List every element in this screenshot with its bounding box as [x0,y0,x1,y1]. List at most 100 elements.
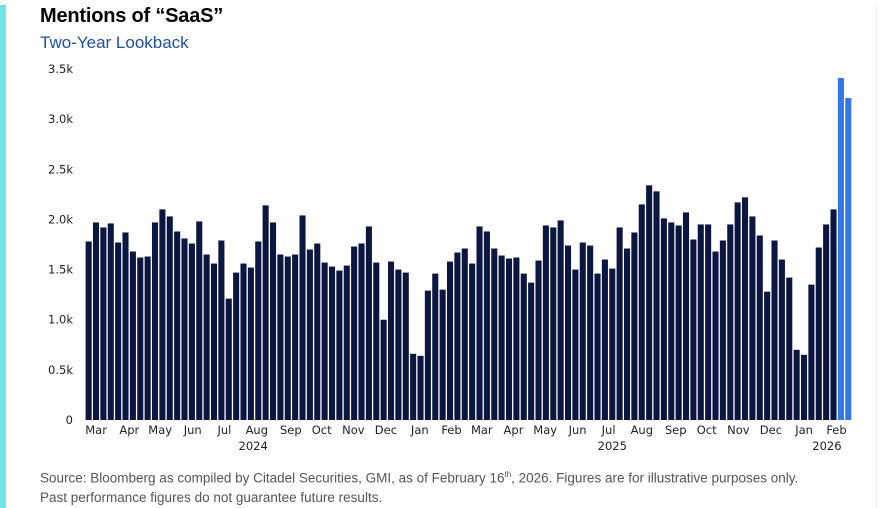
bar [292,254,299,420]
bar [682,212,690,420]
bar [741,197,749,420]
x-tick-month: Jun [568,423,587,437]
bar [402,272,409,420]
bar [823,224,830,420]
bar [609,268,616,420]
bar [830,209,837,420]
y-tick-label: 0.5k [48,363,73,377]
bar [255,241,262,420]
bar [727,224,734,420]
bar [336,270,343,420]
x-tick-month: Jan [410,423,429,437]
bar [469,263,476,420]
y-tick-label: 3.0k [48,112,73,126]
bar [387,261,395,420]
bar [417,355,424,420]
bar [616,227,623,420]
bar [476,226,483,420]
x-tick-month: Jul [216,423,231,437]
bar [284,256,291,420]
bar [196,221,203,420]
bar [269,222,277,420]
x-tick-month: Feb [826,423,846,437]
bar [572,269,579,420]
bar [358,243,365,420]
y-tick-label: 2.5k [48,162,73,176]
bar [454,252,461,420]
bar [410,353,417,420]
x-tick-year: 2025 [598,439,627,453]
bar [815,247,822,420]
bar [225,298,232,420]
bar [579,242,586,420]
bar [115,242,122,420]
bar [675,225,682,420]
bar [786,277,793,420]
bar [520,273,527,420]
y-tick-label: 3.5k [48,62,73,76]
bars [85,78,852,420]
bar [505,258,513,420]
bar [247,267,254,420]
bar [498,255,505,420]
bar [446,261,454,420]
bar [513,257,520,420]
bar [646,185,653,420]
bar [557,220,564,420]
bar [734,202,741,420]
bar [749,216,756,420]
bar [151,222,159,420]
bar [705,224,712,420]
x-tick-month: Mar [471,423,493,437]
x-tick-month: Nov [727,423,750,437]
bar [380,319,387,420]
x-tick-month: Jan [794,423,813,437]
bar [144,256,151,420]
x-tick-month: Sep [665,423,687,437]
bar [623,248,631,420]
bar [343,265,350,420]
bar [631,232,638,420]
bar [697,224,704,420]
bar [594,273,601,420]
x-tick-month: Aug [631,423,653,437]
bar [424,290,431,420]
x-tick-month: Aug [246,423,268,437]
bar [483,231,490,420]
bar [587,245,594,420]
chart-subtitle: Two-Year Lookback [40,33,189,52]
bar [712,251,719,420]
bar [638,204,645,420]
y-axis: 0 0.5k 1.0k 1.5k 2.0k 2.5k 3.0k 3.5k [48,62,73,427]
bar [528,282,535,420]
bar [660,218,667,420]
bar [439,289,446,420]
bar [188,243,195,420]
x-tick-month: May [533,423,557,437]
x-tick-month: Mar [85,423,107,437]
right-divider [876,5,877,508]
x-tick-month: Apr [504,423,524,437]
bar [719,240,726,420]
bar [668,222,675,420]
y-tick-label: 1.5k [48,263,73,277]
bar [764,291,771,420]
bar [601,259,608,420]
bar [137,257,144,420]
footnote-source: Source: Bloomberg as compiled by Citadel… [40,470,505,486]
bar [542,225,549,420]
bar [365,226,372,420]
footnote-ordinal: th [504,470,512,479]
bar-highlight [845,98,852,420]
bar [351,246,358,420]
bar [203,254,210,420]
bar [100,227,107,420]
bar [159,209,166,420]
y-tick-label: 2.0k [48,212,73,226]
bar [166,216,173,420]
bar [653,191,660,420]
x-tick-month: May [148,423,172,437]
bar [92,222,100,420]
bar [793,349,800,420]
bar [129,251,136,420]
